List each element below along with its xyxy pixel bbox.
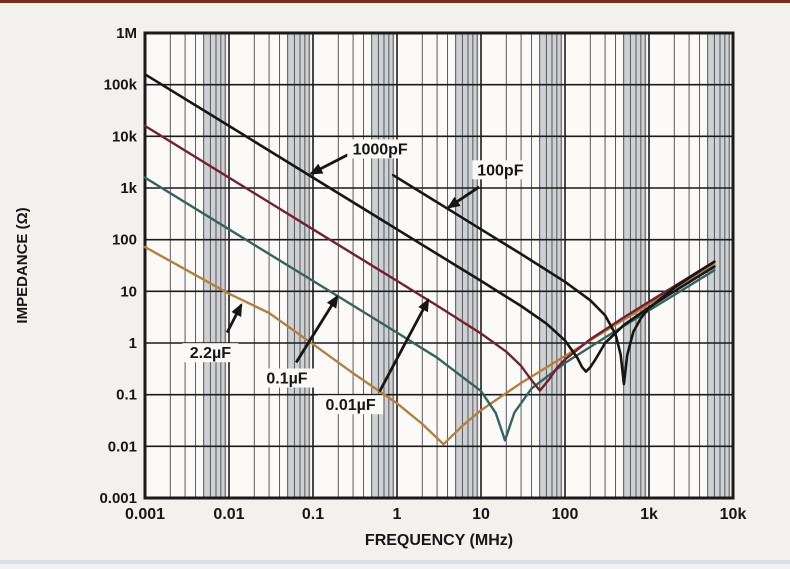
x-tick-label: 0.001 — [125, 506, 165, 523]
curves — [143, 73, 716, 446]
x-tick-label: 10 — [472, 506, 490, 523]
grid-minor-band — [622, 33, 647, 498]
x-tick-label: 1 — [393, 506, 402, 523]
x-axis-title: FREQUENCY (MHz) — [365, 532, 513, 549]
x-tick-label: 0.1 — [302, 506, 324, 523]
grid-minor-band — [286, 33, 311, 498]
y-tick-label: 0.1 — [116, 387, 137, 404]
y-tick-label: 0.001 — [99, 490, 137, 507]
annotation-label: 0.01µF — [325, 397, 375, 414]
bottom-edge-artifact — [0, 560, 790, 564]
y-tick-label: 1 — [129, 335, 137, 352]
x-tick-label: 0.01 — [213, 506, 244, 523]
grid-minor-band — [370, 33, 395, 498]
annotation-arrow — [309, 153, 349, 175]
top-edge-artifact — [0, 0, 790, 3]
annotation-label: 1000pF — [353, 141, 408, 158]
x-tick-label: 10k — [720, 506, 747, 523]
annotation-arrow — [225, 302, 243, 334]
y-tick-label: 0.01 — [108, 438, 137, 455]
annotation-arrow — [446, 185, 480, 209]
y-tick-label: 10k — [112, 128, 138, 145]
annotations: 1000pF 100pF 2.2µF 0.1µF 0.01µF — [182, 139, 529, 415]
curve-2.2uF — [143, 245, 716, 446]
y-axis-title: IMPEDANCE (Ω) — [14, 207, 31, 323]
annotation-label: 2.2µF — [190, 345, 231, 362]
annotation-label: 0.1µF — [266, 371, 307, 388]
y-tick-label: 10 — [120, 283, 137, 300]
grid-minor-band — [538, 33, 563, 498]
annotation-label: 100pF — [477, 162, 523, 179]
annotation-label-bg — [258, 368, 315, 388]
y-tick-label: 100k — [104, 77, 138, 94]
annotation-arrow — [294, 294, 339, 364]
x-tick-label: 1k — [640, 506, 658, 523]
annotation-label-bg — [472, 160, 529, 180]
curve-0.1uF — [143, 176, 716, 442]
x-tick-label: 100 — [552, 506, 579, 523]
plot-border — [143, 31, 735, 500]
annotation-label-bg — [317, 395, 384, 415]
grid-minor — [169, 33, 730, 498]
y-tick-label: 1M — [116, 25, 137, 42]
curve-100pF — [391, 173, 716, 386]
curve-0.01uF — [143, 124, 716, 392]
y-tick-label: 100 — [112, 232, 137, 249]
y-tick-label: 1k — [120, 180, 137, 197]
grid-minor-band — [202, 33, 227, 498]
annotation-arrow — [378, 298, 430, 393]
annotation-label-bg — [347, 139, 413, 159]
annotation-label-bg — [182, 343, 239, 363]
